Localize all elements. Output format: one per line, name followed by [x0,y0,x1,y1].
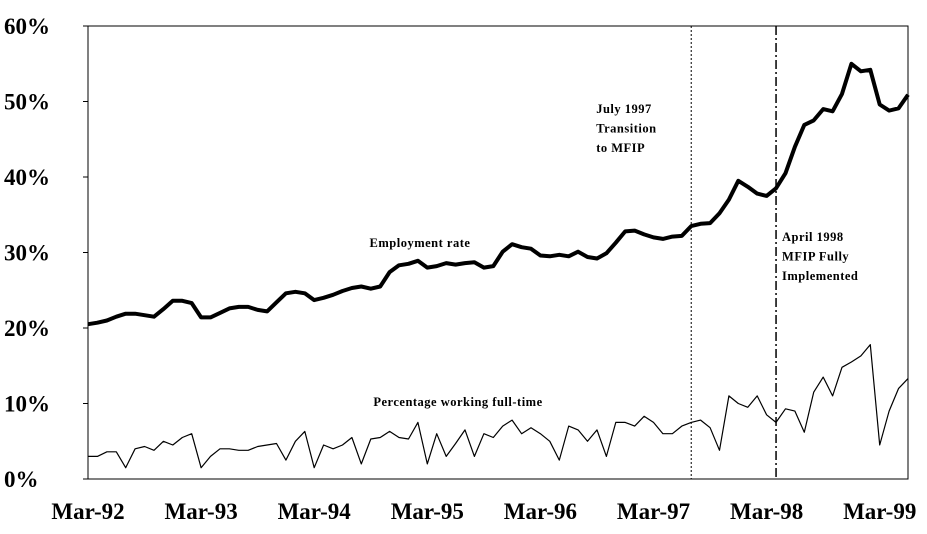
x-tick-label: Mar-92 [51,499,124,524]
y-tick-label: 30% [4,241,50,266]
series-label: Percentage working full-time [373,395,542,409]
event-label: July 1997 [596,102,652,116]
x-tick-label: Mar-96 [504,499,577,524]
x-tick-label: Mar-93 [164,499,237,524]
y-tick-label: 50% [4,90,50,115]
x-tick-label: Mar-99 [843,499,916,524]
event-label: Implemented [782,269,858,283]
event-label: MFIP Fully [782,250,849,264]
y-tick-label: 10% [4,392,50,417]
x-tick-label: Mar-98 [730,499,803,524]
event-label: Transition [596,122,656,136]
series-line [88,344,909,469]
event-label: April 1998 [782,230,844,244]
y-tick-label: 0% [4,467,39,492]
y-tick-label: 40% [4,165,50,190]
y-tick-label: 60% [4,14,50,39]
series-line [87,61,910,327]
x-tick-label: Mar-97 [617,499,690,524]
y-tick-label: 20% [4,316,50,341]
series-label: Employment rate [370,236,471,250]
event-label: to MFIP [596,141,645,155]
x-tick-label: Mar-95 [391,499,464,524]
x-tick-label: Mar-94 [278,499,352,524]
